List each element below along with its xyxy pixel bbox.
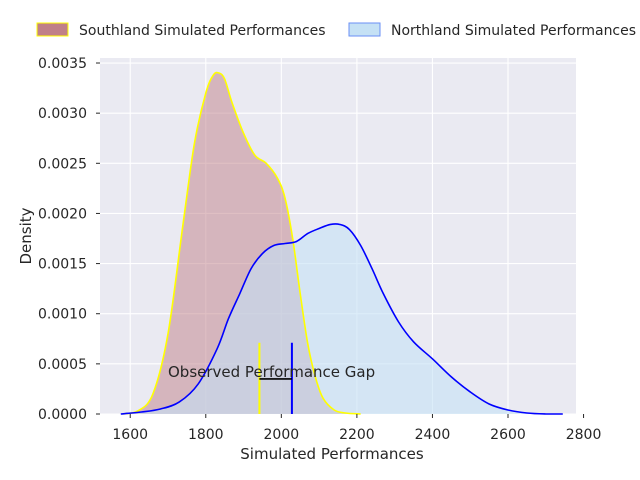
- performance-gap-label: Observed Performance Gap: [168, 363, 375, 381]
- northland-density-line: [120, 223, 563, 415]
- x-tick-label: 2000: [264, 427, 300, 443]
- northland-legend-label: Northland Simulated Performances: [391, 23, 636, 39]
- x-tick-label: 1600: [112, 427, 148, 443]
- northland-legend-swatch: [348, 22, 381, 37]
- x-tick-label: 2600: [490, 427, 526, 443]
- southland-density-line: [122, 71, 361, 415]
- southland-legend-swatch: [36, 22, 69, 37]
- y-axis: 0.0000 0.0005 0.0010 0.0015 0.0020 0.0025 0.00…: [38, 56, 100, 423]
- y-tick-label: 0.0015: [38, 257, 87, 273]
- y-tick-label: 0.0035: [38, 56, 87, 72]
- northland-density-area: [120, 223, 563, 414]
- x-tick-label: 2400: [415, 427, 451, 443]
- x-tick-label: 2200: [339, 427, 375, 443]
- y-tick-label: 0.0030: [38, 106, 87, 122]
- southland-legend-label: Southland Simulated Performances: [79, 23, 326, 39]
- x-tick-label: 1800: [188, 427, 224, 443]
- x-axis: 1600 1800 2000 2200 2400 2600 2800: [112, 414, 601, 443]
- x-tick-label: 2800: [566, 427, 602, 443]
- y-tick-label: 0.0000: [38, 407, 87, 423]
- legend[interactable]: Southland Simulated Performances Northlan…: [36, 22, 636, 39]
- x-axis-label: Simulated Performances: [240, 445, 424, 463]
- y-tick-label: 0.0010: [38, 307, 87, 323]
- y-tick-label: 0.0005: [38, 357, 87, 373]
- y-axis-label: Density: [17, 207, 35, 264]
- y-tick-label: 0.0025: [38, 156, 87, 172]
- y-tick-label: 0.0020: [38, 206, 87, 222]
- plot-area: Observed Performance Gap: [100, 58, 576, 415]
